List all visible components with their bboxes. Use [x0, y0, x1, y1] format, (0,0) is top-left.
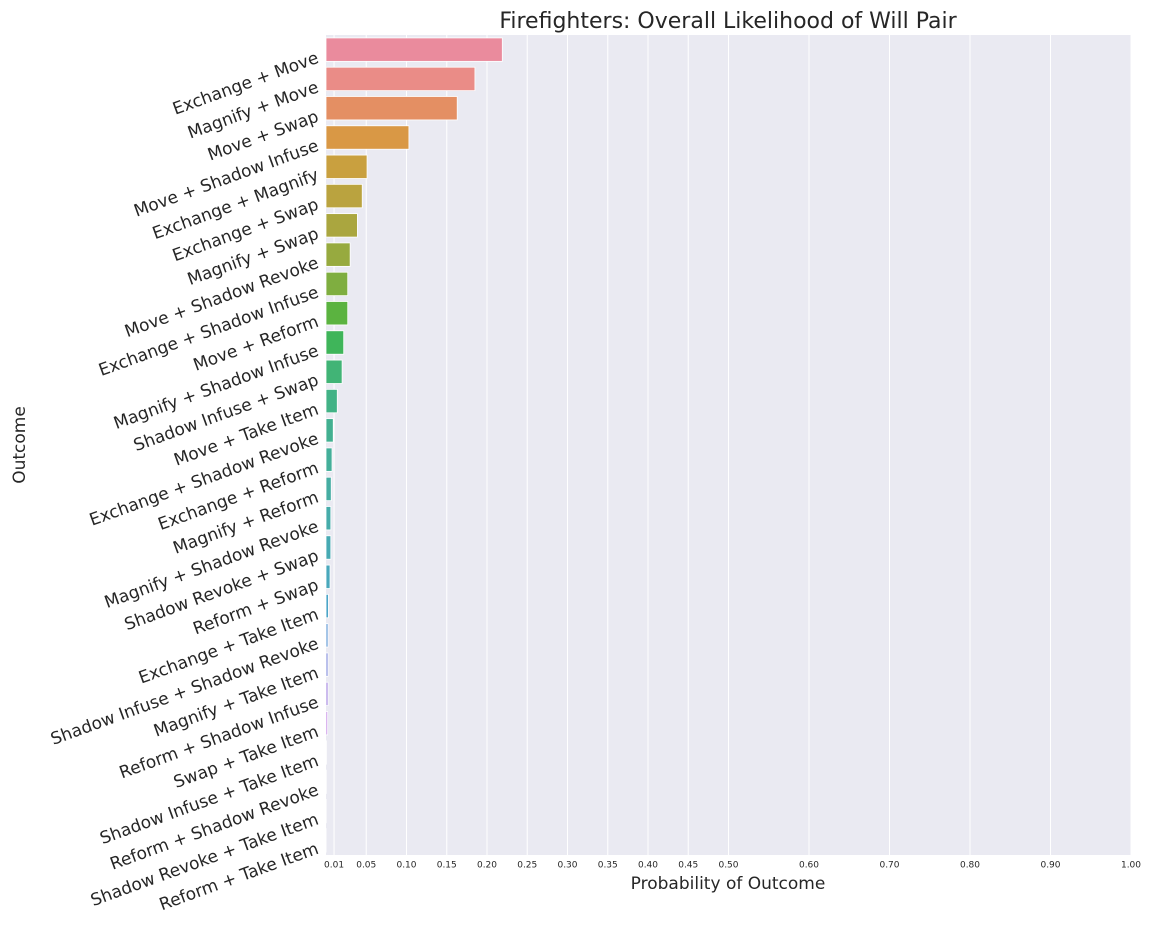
bar: [325, 447, 333, 472]
bar: [325, 506, 332, 531]
bar: [325, 154, 368, 179]
bar: [325, 96, 458, 121]
bar: [325, 330, 345, 355]
x-tick-label: 0.25: [517, 861, 537, 871]
x-tick-label: 0.35: [598, 861, 618, 871]
x-tick-label: 0.01: [324, 861, 344, 871]
bar: [325, 183, 363, 209]
bar: [325, 388, 338, 414]
bar: [325, 711, 329, 736]
y-axis-label: Outcome: [10, 406, 30, 484]
bar: [325, 242, 351, 267]
x-tick-label: 0.70: [879, 861, 899, 871]
x-axis-label: Probability of Outcome: [631, 874, 826, 894]
x-tick-label: 0.80: [960, 861, 980, 871]
bar: [325, 37, 503, 62]
bar: [325, 623, 329, 648]
x-tick-label: 0.20: [477, 861, 497, 871]
x-tick-label: 0.10: [396, 861, 416, 871]
bar: [325, 301, 349, 326]
bar: [325, 593, 329, 619]
x-tick-label: 0.90: [1040, 861, 1060, 871]
x-tick-label: 0.15: [437, 861, 457, 871]
x-tick-label: 0.40: [638, 861, 658, 871]
bar: [325, 681, 329, 707]
x-tick-label: 0.60: [799, 861, 819, 871]
bar: [325, 271, 349, 297]
bar: [325, 476, 332, 502]
bar: [325, 66, 476, 92]
bar: [325, 213, 358, 238]
x-tick-label: 1.00: [1121, 861, 1141, 871]
bar: [325, 535, 332, 560]
x-tick-label: 0.50: [718, 861, 738, 871]
x-tick-label: 0.45: [678, 861, 698, 871]
bar: [325, 564, 331, 589]
bar: [325, 359, 343, 384]
x-tick-label: 0.05: [356, 861, 376, 871]
bar: [325, 125, 410, 150]
x-tick-label: 0.30: [557, 861, 577, 871]
chart-title: Firefighters: Overall Likelihood of Will…: [499, 9, 957, 34]
bar: [325, 652, 329, 677]
bar: [325, 418, 334, 443]
